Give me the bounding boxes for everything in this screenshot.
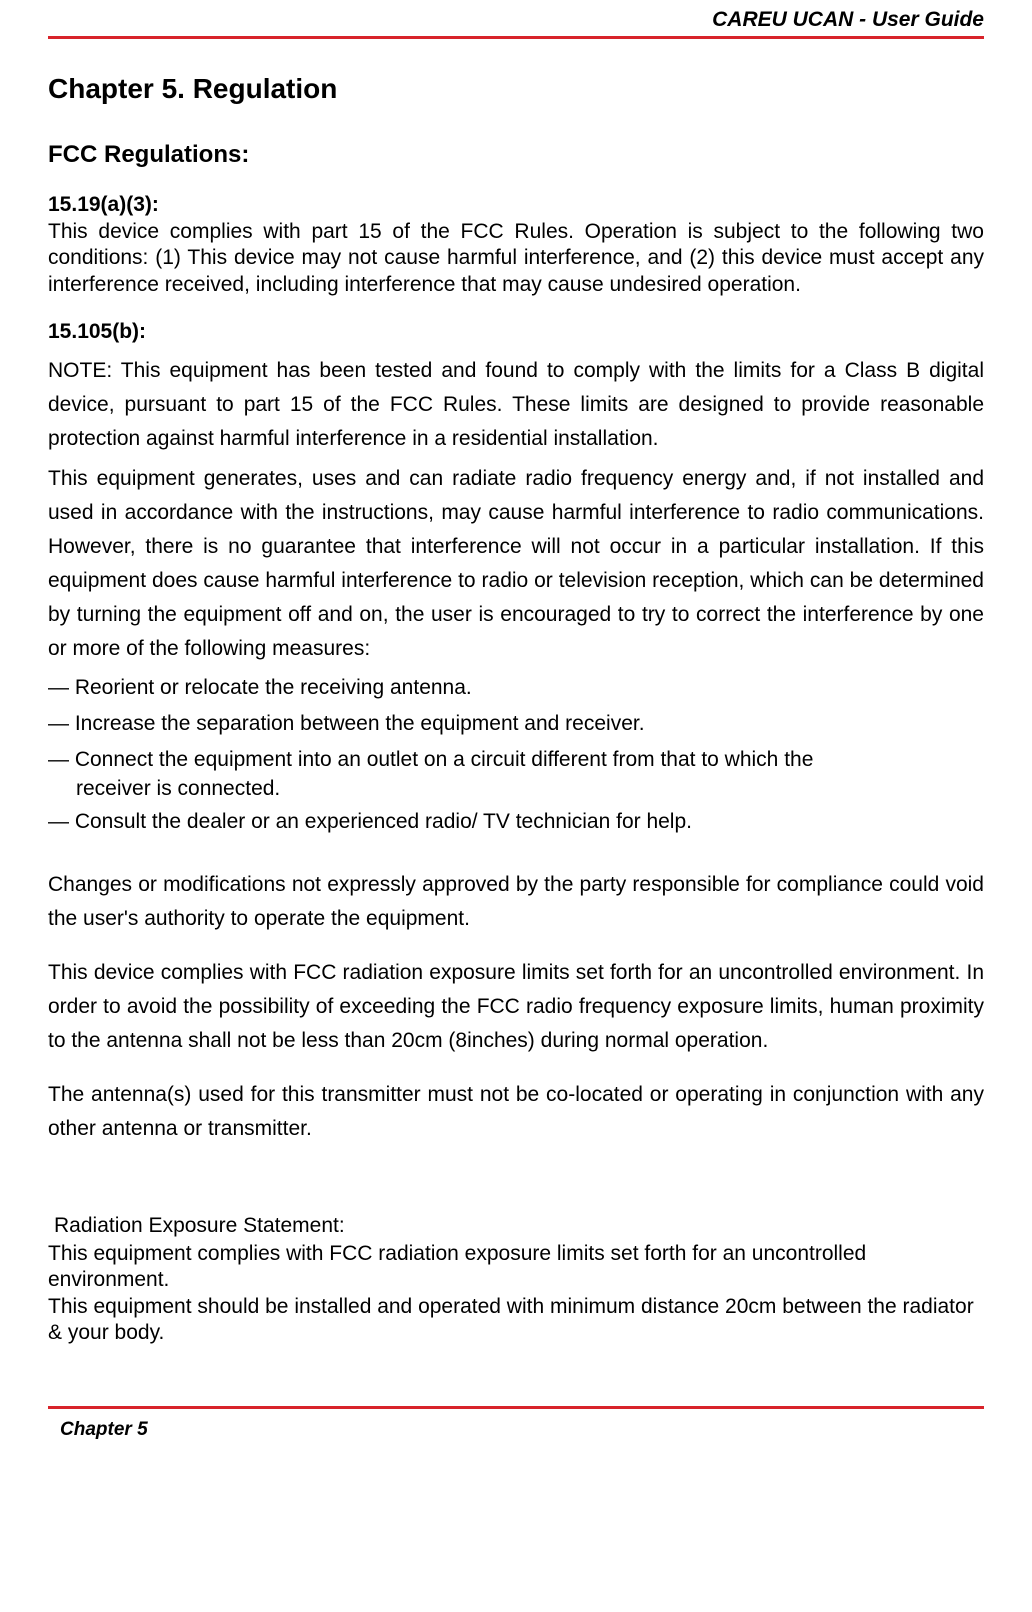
footer-label: Chapter 5 <box>48 1419 984 1441</box>
fcc-15105-p4: This device complies with FCC radiation … <box>48 956 984 1058</box>
spacer <box>48 1064 984 1078</box>
fcc-1519-label: 15.19(a)(3): <box>48 193 984 217</box>
bullet-3-cont: receiver is connected. <box>48 776 984 802</box>
header-rule <box>48 36 984 39</box>
chapter-title: Chapter 5. Regulation <box>48 73 984 105</box>
page-container: CAREU UCAN - User Guide Chapter 5. Regul… <box>0 0 1032 1471</box>
fcc-15105-p1: NOTE: This equipment has been tested and… <box>48 354 984 456</box>
bullet-3: — Connect the equipment into an outlet o… <box>48 744 984 776</box>
fcc-15105-p3: Changes or modifications not expressly a… <box>48 868 984 936</box>
res-p2: This equipment should be installed and o… <box>48 1294 984 1347</box>
fcc-15105-p5: The antenna(s) used for this transmitter… <box>48 1078 984 1146</box>
fcc-15105-label: 15.105(b): <box>48 320 984 344</box>
fcc-heading: FCC Regulations: <box>48 141 984 169</box>
fcc-1519-text: This device complies with part 15 of the… <box>48 219 984 298</box>
spacer <box>48 1152 984 1212</box>
footer-rule <box>48 1406 984 1409</box>
header-doc-title: CAREU UCAN - User Guide <box>48 0 984 36</box>
res-title: Radiation Exposure Statement: <box>48 1212 984 1239</box>
spacer <box>48 942 984 956</box>
spacer <box>48 842 984 868</box>
bullet-1: — Reorient or relocate the receiving ant… <box>48 672 984 704</box>
fcc-15105-p2: This equipment generates, uses and can r… <box>48 462 984 666</box>
res-p1: This equipment complies with FCC radiati… <box>48 1241 984 1294</box>
bullet-4: — Consult the dealer or an experienced r… <box>48 806 984 838</box>
bullet-2: — Increase the separation between the eq… <box>48 708 984 740</box>
